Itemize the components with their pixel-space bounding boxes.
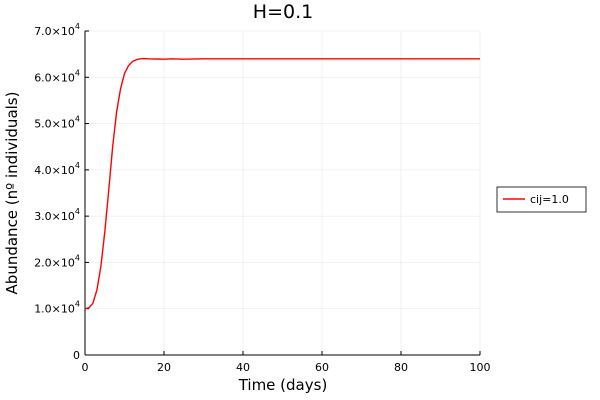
x-tick-label: 60 [315,361,329,374]
legend: cij=1.0 [496,186,587,213]
grid-lines [84,30,481,356]
x-tick-label: 80 [394,361,408,374]
legend-entry-label: cij=1.0 [530,193,569,206]
y-tick-label: 5.0×104 [34,115,80,131]
series-group [84,57,480,310]
y-tick-label: 1.0×104 [34,300,80,316]
y-tick-label: 7.0×104 [34,22,80,38]
y-axis-ticks: 0 1.0×104 2.0×104 3.0×104 4.0×104 5.0×104 6.0×… [34,22,89,362]
y-tick-label: 0 [73,349,80,362]
series-line [84,57,480,310]
y-tick-label: 6.0×104 [34,68,80,84]
y-tick-label: 3.0×104 [34,207,80,223]
x-axis-ticks: 0 20 40 60 80 100 [82,351,491,374]
y-axis-label: Abundance (nº individuals) [3,92,21,295]
y-tick-label: 4.0×104 [34,161,80,177]
x-tick-label: 0 [82,361,89,374]
x-tick-label: 40 [236,361,250,374]
x-tick-label: 20 [157,361,171,374]
axes [84,31,480,356]
y-tick-label: 2.0×104 [34,253,80,269]
x-axis-label: Time (days) [238,376,328,394]
x-tick-label: 100 [470,361,491,374]
chart-title: H=0.1 [253,1,313,23]
